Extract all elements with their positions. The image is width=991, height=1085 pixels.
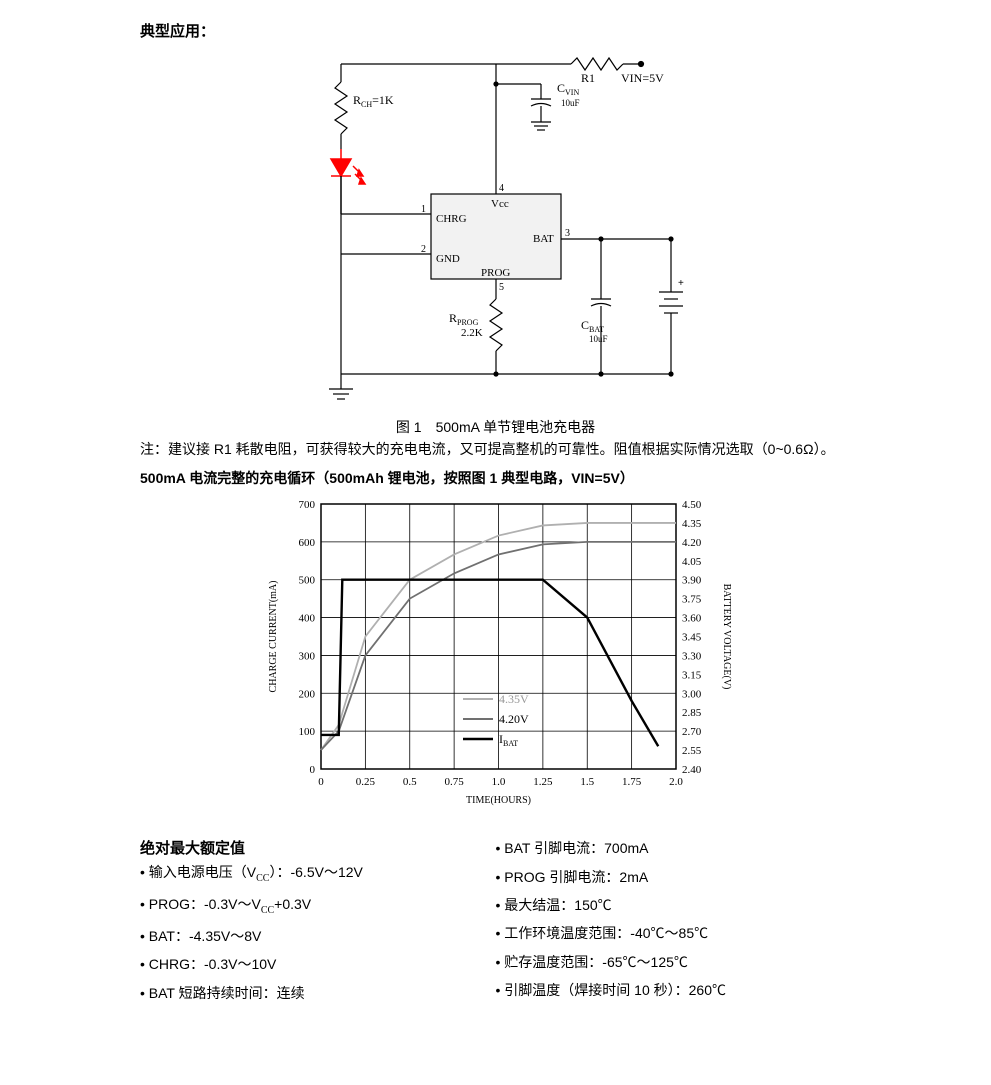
svg-text:4.05: 4.05: [682, 556, 702, 568]
svg-text:3.45: 3.45: [682, 632, 702, 644]
absolute-max-ratings: 绝对最大额定值 输入电源电压（VCC）：-6.5V～12V PROG：-0.3V～…: [140, 837, 851, 1010]
figure-caption: 图 1 500mA 单节锂电池充电器: [140, 416, 851, 438]
svg-text:4.35V: 4.35V: [499, 692, 529, 706]
svg-text:600: 600: [298, 537, 315, 549]
rating-item: BAT 引脚电流：700mA: [496, 837, 852, 859]
rating-item: PROG：-0.3V～VCC+0.3V: [140, 893, 496, 919]
circuit-diagram: R1 VIN=5V CVIN 10uF: [281, 44, 711, 414]
rating-item: 贮存温度范围：-65℃～125℃: [496, 951, 852, 973]
svg-text:3.60: 3.60: [682, 613, 702, 625]
charge-cycle-chart: 0 100 200 300 400 500 600 700 2.40 2.55 2.70 2.85 3.…: [256, 489, 736, 819]
svg-text:1.75: 1.75: [622, 776, 642, 788]
pin5-num: 5: [499, 282, 504, 293]
svg-text:0.25: 0.25: [355, 776, 375, 788]
section-title: 典型应用：: [140, 20, 851, 44]
led-icon: [331, 149, 365, 214]
pin3-num: 3: [565, 228, 570, 239]
ratings-header: 绝对最大额定值: [140, 837, 496, 861]
svg-text:0: 0: [309, 764, 315, 776]
rating-item: PROG 引脚电流：2mA: [496, 866, 852, 888]
rating-item: CHRG：-0.3V～10V: [140, 953, 496, 975]
svg-text:2.85: 2.85: [682, 707, 702, 719]
svg-text:100: 100: [298, 726, 315, 738]
svg-text:3.75: 3.75: [682, 594, 702, 606]
svg-text:IBAT: IBAT: [499, 732, 518, 748]
svg-text:4.35: 4.35: [682, 518, 702, 530]
svg-text:3.90: 3.90: [682, 575, 702, 587]
rch-label: RCH=1K: [353, 93, 394, 109]
rprog-val: 2.2K: [461, 327, 483, 339]
svg-text:2.40: 2.40: [682, 764, 702, 776]
svg-text:BATTERY VOLTAGE(V): BATTERY VOLTAGE(V): [721, 584, 732, 690]
svg-text:1.0: 1.0: [491, 776, 505, 788]
rating-item: 最大结温：150℃: [496, 894, 852, 916]
rating-item: BAT：-4.35V～8V: [140, 925, 496, 947]
svg-text:4.20: 4.20: [682, 537, 702, 549]
svg-text:0: 0: [318, 776, 324, 788]
pin-gnd: GND: [436, 253, 460, 265]
svg-text:3.30: 3.30: [682, 651, 702, 663]
pin2-num: 2: [421, 244, 426, 255]
rprog-label: RPROG: [449, 311, 479, 327]
pin-chrg: CHRG: [436, 213, 467, 225]
cvin-label: CVIN: [557, 81, 579, 97]
svg-text:2.70: 2.70: [682, 726, 702, 738]
page: 典型应用： R1 VIN=5V: [0, 0, 991, 1085]
rating-item: 输入电源电压（VCC）：-6.5V～12V: [140, 861, 496, 887]
svg-text:400: 400: [298, 613, 315, 625]
svg-text:1.25: 1.25: [533, 776, 553, 788]
svg-text:1.5: 1.5: [580, 776, 594, 788]
svg-text:0.75: 0.75: [444, 776, 464, 788]
rating-item: 工作环境温度范围：-40℃～85℃: [496, 922, 852, 944]
svg-text:3.15: 3.15: [682, 670, 702, 682]
pin4-num: 4: [499, 183, 504, 194]
svg-text:3.00: 3.00: [682, 688, 702, 700]
svg-text:700: 700: [298, 499, 315, 511]
r1-label: R1: [581, 71, 595, 85]
svg-text:TIME(HOURS): TIME(HOURS): [466, 795, 531, 806]
pin1-num: 1: [421, 204, 426, 215]
figure-note: 注：建议接 R1 耗散电阻，可获得较大的充电电流，又可提高整机的可靠性。阻值根据…: [140, 438, 851, 460]
svg-text:4.20V: 4.20V: [499, 712, 529, 726]
svg-text:200: 200: [298, 688, 315, 700]
svg-text:0.5: 0.5: [402, 776, 416, 788]
cbat-val: 10uF: [589, 334, 608, 344]
rating-item: BAT 短路持续时间：连续: [140, 982, 496, 1004]
svg-text:300: 300: [298, 651, 315, 663]
svg-text:CHARGE CURRENT(mA): CHARGE CURRENT(mA): [268, 581, 279, 693]
svg-text:2.0: 2.0: [669, 776, 683, 788]
chart-title: 500mA 电流完整的充电循环（500mAh 锂电池，按照图 1 典型电路，VI…: [140, 467, 851, 489]
svg-text:500: 500: [298, 575, 315, 587]
pin-vcc: Vcc: [491, 198, 509, 210]
svg-text:4.50: 4.50: [682, 499, 702, 511]
svg-text:2.55: 2.55: [682, 745, 702, 757]
svg-text:+: +: [678, 278, 684, 289]
pin-prog: PROG: [481, 267, 510, 279]
vin-label: VIN=5V: [621, 71, 664, 85]
cvin-val: 10uF: [561, 98, 580, 108]
pin-bat: BAT: [533, 233, 554, 245]
rating-item: 引脚温度（焊接时间 10 秒）：260℃: [496, 979, 852, 1001]
